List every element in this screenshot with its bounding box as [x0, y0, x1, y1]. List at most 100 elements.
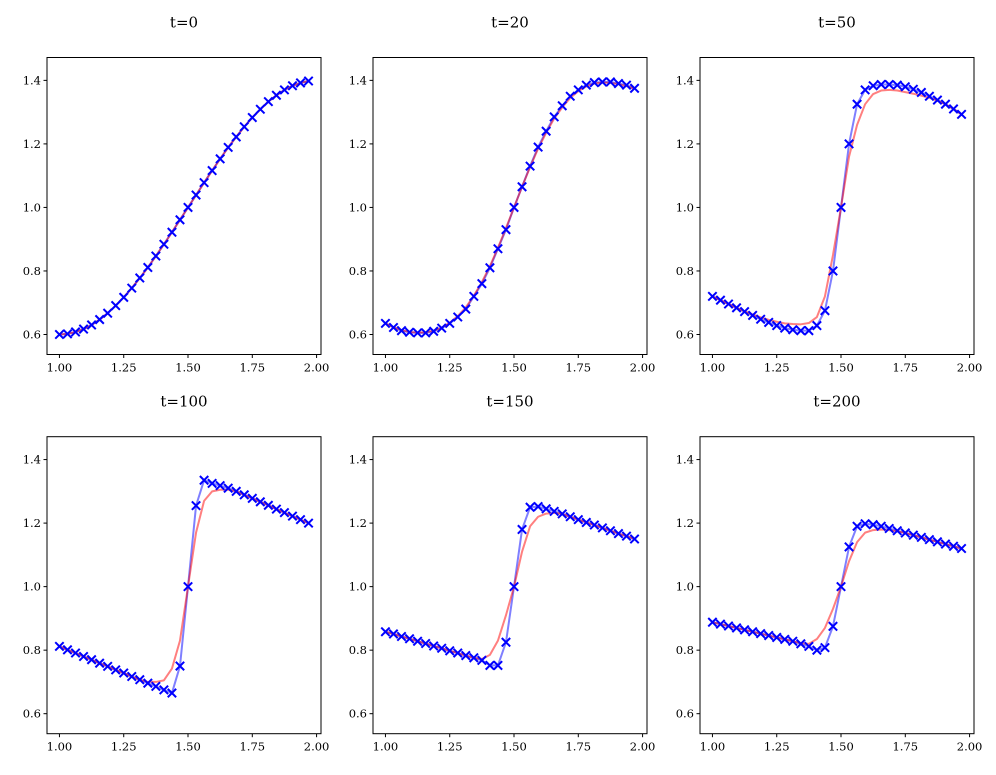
axes-frame	[699, 436, 975, 735]
subplot-t-20: t=20 1.00 1.25 1.50 1.75 2.00 0.6 0.8 1.0 1.2 1.4	[349, 14, 656, 375]
y-tick-label: 1.4	[23, 73, 41, 87]
x-tick-label: 1.50	[828, 361, 854, 375]
data-point-marker	[444, 318, 455, 329]
x-tick-label: 1.50	[828, 740, 854, 754]
data-point-marker	[581, 517, 592, 528]
data-point-marker	[150, 681, 161, 692]
data-point-marker	[460, 650, 471, 661]
data-point-marker	[811, 645, 822, 656]
data-point-marker	[175, 214, 185, 225]
y-tick-label: 0.8	[23, 643, 41, 657]
data-point-marker	[436, 323, 447, 334]
axes-frame	[372, 57, 648, 355]
data-point-marker	[215, 153, 226, 164]
data-point-marker	[828, 266, 838, 276]
data-point-marker	[525, 502, 535, 513]
data-point-marker	[287, 80, 298, 91]
x-tick-label: 1.00	[373, 740, 399, 754]
data-point-marker	[924, 91, 935, 102]
data-point-marker	[247, 112, 258, 123]
data-point-marker	[110, 300, 121, 311]
data-point-marker	[948, 104, 959, 114]
data-point-marker	[501, 637, 511, 648]
blue-series-line	[712, 83, 963, 332]
data-point-marker	[444, 645, 455, 656]
data-point-marker	[868, 80, 879, 91]
data-point-marker	[836, 202, 846, 213]
data-point-marker	[581, 80, 592, 91]
data-point-marker	[223, 483, 234, 494]
data-point-marker	[493, 660, 503, 671]
y-tick-label: 1.0	[676, 580, 694, 594]
y-tick-label: 0.6	[676, 707, 694, 721]
subplot-t-0: t=0 1.00 1.25 1.50 1.75 2.00 0.6 0.8 1.0 1.2 1.4	[23, 14, 330, 375]
data-point-marker	[191, 190, 201, 200]
data-point-marker	[787, 324, 798, 335]
y-tick-label: 1.2	[23, 137, 41, 151]
data-point-marker	[167, 688, 177, 698]
red-series-line	[385, 511, 635, 661]
data-point-marker	[731, 302, 742, 313]
data-point-marker	[118, 292, 129, 303]
y-tick-label: 0.6	[23, 327, 41, 341]
data-point-marker	[940, 99, 951, 110]
data-point-marker	[613, 528, 624, 539]
data-point-marker	[629, 83, 640, 94]
subplot-t-50: t=50 1.00 1.25 1.50 1.75 2.00 0.6 0.8 1.0 1.2 1.4	[676, 14, 983, 375]
data-point-marker	[715, 295, 726, 306]
y-tick-label: 1.4	[676, 453, 694, 467]
data-point-marker	[820, 642, 830, 653]
data-point-marker	[565, 91, 576, 102]
x-tick-label: 2.00	[957, 361, 983, 375]
data-point-marker	[86, 320, 97, 330]
data-point-marker	[811, 320, 822, 331]
x-tick-label: 2.00	[957, 740, 983, 754]
data-point-marker	[771, 632, 782, 643]
data-point-marker	[916, 87, 927, 98]
data-point-marker	[844, 138, 854, 149]
data-point-marker	[175, 661, 185, 671]
y-tick-label: 0.8	[676, 643, 694, 657]
y-tick-label: 1.0	[676, 200, 694, 214]
data-point-marker	[860, 518, 871, 529]
data-point-marker	[94, 314, 105, 325]
data-point-marker	[476, 278, 487, 289]
data-point-marker	[420, 638, 431, 649]
x-tick-label: 1.00	[700, 361, 726, 375]
data-point-marker	[247, 493, 258, 504]
y-tick-label: 1.0	[349, 580, 367, 594]
data-point-marker	[158, 239, 169, 250]
data-point-marker	[460, 304, 471, 314]
data-point-marker	[509, 581, 519, 592]
data-point-marker	[533, 142, 544, 152]
data-point-marker	[126, 671, 137, 682]
x-tick-label: 1.25	[437, 740, 463, 754]
data-point-marker	[199, 177, 209, 188]
data-point-marker	[605, 525, 616, 536]
y-tick-label: 0.6	[349, 327, 367, 341]
data-point-marker	[916, 532, 927, 543]
y-tick-label: 0.6	[676, 327, 694, 341]
x-tick-label: 1.75	[565, 740, 591, 754]
data-point-marker	[62, 328, 73, 339]
data-point-marker	[932, 95, 943, 105]
data-point-marker	[876, 521, 887, 532]
data-point-marker	[476, 655, 487, 666]
data-point-marker	[852, 521, 862, 532]
y-tick-label: 1.4	[676, 73, 694, 87]
red-series-line	[712, 528, 962, 645]
data-point-marker	[295, 78, 306, 88]
axes-frame	[699, 57, 975, 355]
data-point-marker	[150, 251, 161, 261]
data-point-marker	[621, 80, 632, 91]
data-point-marker	[948, 541, 959, 552]
data-point-marker	[892, 525, 903, 536]
data-point-marker	[597, 522, 608, 533]
data-point-marker	[900, 528, 911, 538]
data-point-marker	[868, 519, 879, 530]
data-point-marker	[255, 104, 266, 115]
data-point-marker	[549, 506, 560, 517]
y-tick-label: 1.0	[23, 200, 41, 214]
data-point-marker	[207, 165, 218, 176]
data-point-marker	[484, 660, 495, 671]
